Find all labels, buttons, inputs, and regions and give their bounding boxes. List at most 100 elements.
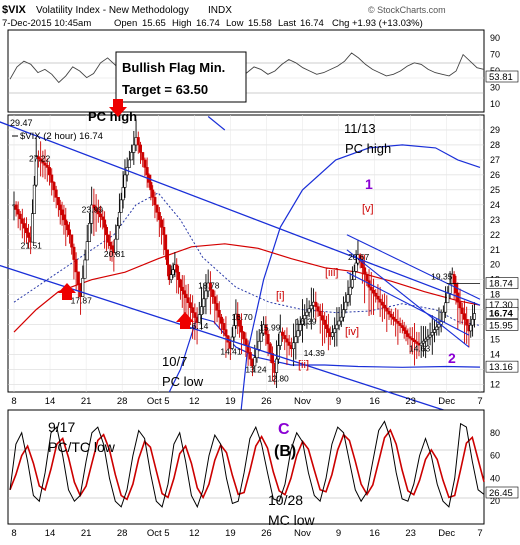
x-tick-label: 9: [336, 396, 341, 407]
candle-body: [278, 331, 282, 346]
price-value-label: 14.63: [409, 344, 431, 354]
y-tick-label: 12: [490, 380, 500, 390]
candle-body: [215, 303, 219, 311]
candle-body: [244, 338, 248, 346]
candle-body: [24, 227, 28, 234]
osc-x-tick-label: Oct 5: [147, 528, 170, 539]
candle-body: [99, 213, 103, 218]
up-arrow-icon: [58, 283, 76, 300]
price-value-label: 19.35: [431, 272, 453, 282]
candle-body: [110, 245, 114, 250]
open-label: Open: [114, 18, 137, 29]
candle-body: [27, 232, 31, 238]
osc-last-box: [485, 486, 519, 499]
candle-body: [157, 212, 161, 221]
candle-body: [365, 273, 369, 281]
candle-body: [136, 137, 140, 146]
candle-body: [43, 162, 47, 166]
candle-body: [22, 223, 26, 229]
candle-body: [81, 277, 85, 297]
candle-body: [281, 331, 285, 336]
candle-body: [424, 338, 428, 342]
up-arrow-icon: [176, 312, 194, 329]
candle-body: [371, 289, 375, 294]
wave-v-label: [v]: [362, 203, 374, 215]
open-value: 15.65: [142, 18, 166, 29]
oscillator-x-axis: 8 14 21 28 Oct 5 12 19 26 Nov 9 16 23 Dec 7: [11, 528, 482, 539]
candle-body: [253, 357, 257, 367]
candle-body: [149, 182, 153, 191]
candle-body: [441, 311, 445, 322]
down-arrow-icon: [109, 99, 127, 117]
chart-exchange: INDX: [208, 5, 232, 16]
y-tick-label: 26: [490, 170, 500, 180]
candle-body: [123, 174, 127, 188]
candle-body: [104, 226, 108, 236]
candle-body: [164, 234, 168, 251]
moving-average-line: [13, 243, 481, 333]
candle-body: [402, 327, 406, 331]
oscillator-signal-line: [9, 428, 485, 501]
candle-body: [316, 306, 320, 312]
lower-trend-line: [0, 264, 481, 423]
candle-body: [354, 262, 358, 272]
candle-body: [435, 326, 439, 331]
candle-body: [224, 329, 228, 337]
channel-line: [346, 271, 470, 336]
candle-body: [200, 306, 204, 315]
candle-body: [165, 249, 169, 266]
target-annotation-line1: Bullish Flag Min.: [122, 60, 225, 75]
flag-top-line: [346, 234, 481, 300]
y-tick-label: 15: [490, 335, 500, 345]
right-label-box: [485, 307, 519, 319]
candle-body: [378, 298, 382, 303]
x-tick-label: 7: [477, 396, 482, 407]
price-value-label: 12.80: [268, 374, 290, 384]
target-annotation-box: [115, 51, 247, 103]
candle-body: [143, 159, 147, 168]
candle-body: [213, 296, 217, 304]
candle-body: [132, 144, 136, 153]
candle-body: [70, 234, 74, 248]
price-value-label: 14.41: [220, 347, 242, 357]
candle-body: [404, 330, 408, 334]
candle-body: [177, 271, 181, 281]
x-tick-label: 19: [225, 396, 236, 407]
osc-last-value: 26.45: [489, 488, 513, 499]
main-legend: $VIX (2 hour) 16.74: [20, 131, 103, 142]
candle-body: [232, 325, 236, 338]
candle-body: [155, 204, 159, 213]
x-tick-label: 16: [369, 396, 380, 407]
osc-x-tick-label: Dec: [438, 528, 455, 539]
candle-body: [160, 219, 164, 228]
y-tick-label: 24: [490, 200, 500, 210]
price-value-label: 14.39: [304, 348, 326, 358]
osc-tick-label: 60: [490, 451, 500, 461]
candle-body: [283, 335, 287, 340]
candle-body: [87, 223, 91, 242]
osc-x-tick-label: 23: [405, 528, 416, 539]
candle-body: [50, 174, 54, 183]
x-tick-label: Nov: [294, 396, 311, 407]
y-tick-label: 22: [490, 230, 500, 240]
x-tick-label: 26: [261, 396, 272, 407]
candle-body: [145, 167, 149, 176]
candle-body: [217, 310, 221, 318]
last-label: Last: [278, 18, 296, 29]
candle-body: [248, 352, 252, 360]
rsi-line: [9, 52, 485, 88]
price-value-label: 18.78: [198, 281, 220, 291]
candle-body: [127, 159, 131, 168]
y-tick-label: 29: [490, 125, 500, 135]
pc-tc-label: PC/TC low: [48, 439, 116, 455]
candle-body: [300, 318, 304, 326]
candle-body: [106, 234, 110, 243]
candle-body: [330, 332, 334, 337]
rsi-tick-label: 30: [490, 82, 500, 92]
y-tick-label: 14: [490, 350, 500, 360]
mc-low-label: MC low: [268, 512, 316, 528]
rsi-last-box: [485, 70, 519, 83]
candle-body: [90, 204, 94, 224]
candle-body: [426, 336, 430, 340]
